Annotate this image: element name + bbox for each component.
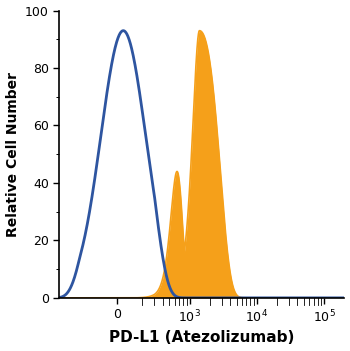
Y-axis label: Relative Cell Number: Relative Cell Number — [6, 72, 20, 237]
X-axis label: PD-L1 (Atezolizumab): PD-L1 (Atezolizumab) — [109, 330, 295, 345]
